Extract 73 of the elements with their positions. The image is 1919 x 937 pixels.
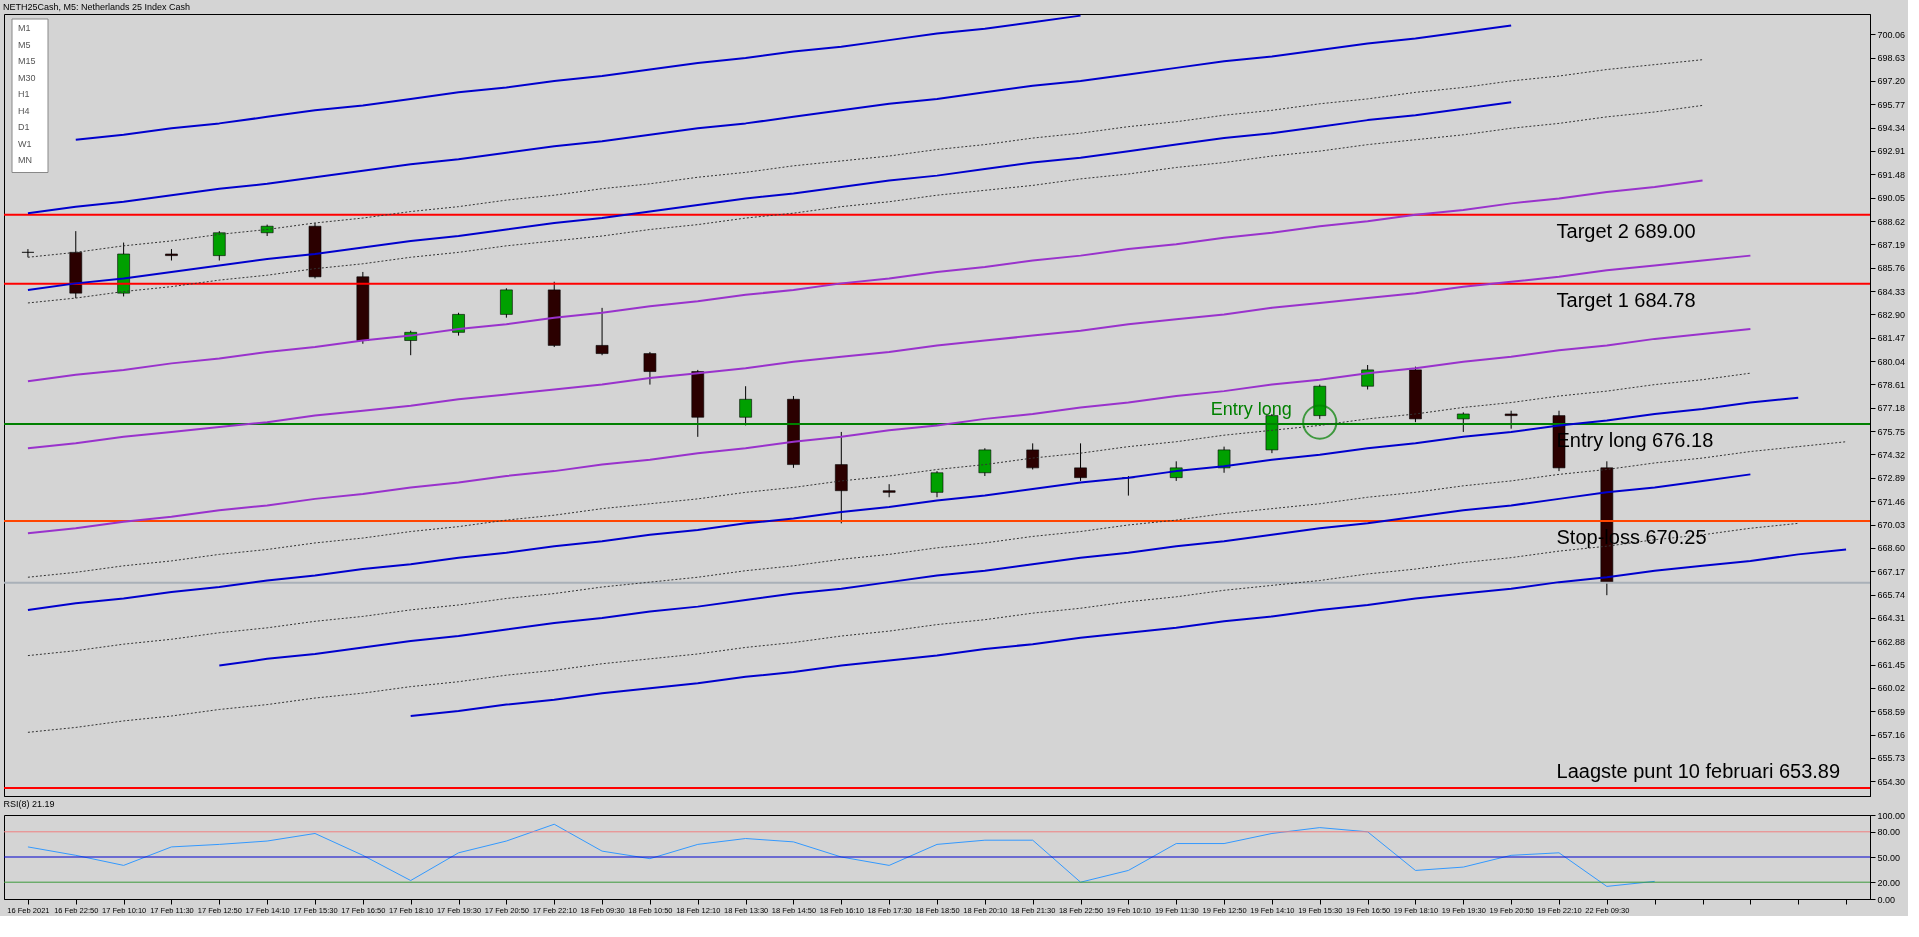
line-series (218, 473, 1752, 667)
ref-line-label: Laagste punt 10 februari 653.89 (1556, 760, 1841, 782)
line-series (27, 522, 1799, 733)
annotation: M30 (18, 72, 36, 83)
candlestick (1074, 442, 1087, 482)
chart-title: NETH25Cash, M5: Netherlands 25 Index Cash (3, 2, 191, 12)
y-tick-label: 672.89 (1877, 473, 1906, 484)
candlestick (1026, 442, 1039, 470)
y-tick-label: 680.04 (1877, 356, 1906, 367)
y-tick-label: 692.91 (1877, 146, 1906, 157)
annotation: W1 (18, 138, 32, 149)
y-tick-label: 695.77 (1877, 99, 1906, 110)
y-tick-label: 664.31 (1877, 613, 1906, 624)
y-tick-label: 657.16 (1877, 730, 1906, 741)
annotation: M1 (18, 23, 31, 33)
y-tick-label: 654.30 (1877, 776, 1906, 787)
y-tick-label: 50.00 (1877, 852, 1901, 863)
y-tick-label: 668.60 (1877, 543, 1906, 554)
y-tick-label: 681.47 (1877, 333, 1906, 344)
line-series (27, 823, 1656, 887)
y-tick-label: 698.63 (1877, 53, 1906, 64)
annotation: H4 (18, 105, 30, 116)
y-tick-label: 685.76 (1877, 263, 1906, 274)
candlestick (213, 230, 226, 262)
y-tick-label: 665.74 (1877, 590, 1906, 601)
annotation: Entry long (1210, 399, 1292, 420)
y-tick-label: 691.48 (1877, 169, 1906, 180)
y-tick-label: 700.06 (1877, 29, 1906, 40)
y-tick-label: 667.17 (1877, 566, 1906, 577)
annotation: H1 (18, 89, 30, 99)
y-tick-label: 658.59 (1877, 706, 1906, 717)
candlestick (978, 447, 992, 477)
y-tick-label: 677.18 (1877, 403, 1906, 414)
y-tick-label: 690.05 (1877, 193, 1906, 204)
y-tick-label: 687.19 (1877, 239, 1906, 250)
ref-line-label: Target 1 684.78 (1556, 288, 1696, 311)
annotation: MN (18, 155, 32, 165)
y-tick-label: 694.34 (1877, 123, 1906, 134)
y-tick-label: 678.61 (1877, 379, 1906, 390)
candlestick (930, 470, 944, 498)
chart-title: RSI(8) 21.19 (3, 799, 55, 809)
candlestick (1217, 446, 1231, 474)
y-tick-label: 697.20 (1877, 76, 1906, 87)
line-series (26, 254, 1752, 450)
y-tick-label: 674.32 (1877, 449, 1906, 460)
y-tick-label: 100.00 (1877, 810, 1906, 821)
annotation: D1 (18, 122, 30, 132)
line-series (26, 179, 1704, 383)
candlestick (739, 385, 752, 426)
y-tick-label: 655.73 (1877, 753, 1906, 764)
y-tick-label: 675.75 (1877, 426, 1906, 437)
y-tick-label: 688.62 (1877, 216, 1906, 227)
y-tick-label: 20.00 (1877, 877, 1901, 888)
y-tick-label: 662.88 (1877, 636, 1906, 647)
candlestick (643, 351, 657, 386)
candlestick (595, 307, 609, 356)
candlestick (1457, 411, 1470, 433)
ref-line-label: Target 2 689.00 (1556, 219, 1696, 242)
candlestick (21, 248, 35, 258)
line-series (27, 372, 1751, 578)
annotation: M5 (18, 39, 31, 50)
annotation: M15 (18, 56, 36, 66)
y-tick-label: 684.33 (1877, 286, 1906, 297)
y-tick-label: 671.46 (1877, 496, 1906, 507)
line-series (409, 548, 1848, 717)
y-tick-label: 670.03 (1877, 520, 1906, 530)
y-tick-label: 661.45 (1877, 660, 1906, 671)
y-tick-label: 80.00 (1877, 827, 1901, 838)
y-tick-label: 682.90 (1877, 309, 1906, 320)
line-series (26, 396, 1800, 611)
y-tick-label: 660.02 (1877, 683, 1906, 694)
line-series (74, 14, 1082, 141)
y-tick-label: 0.00 (1877, 894, 1896, 905)
